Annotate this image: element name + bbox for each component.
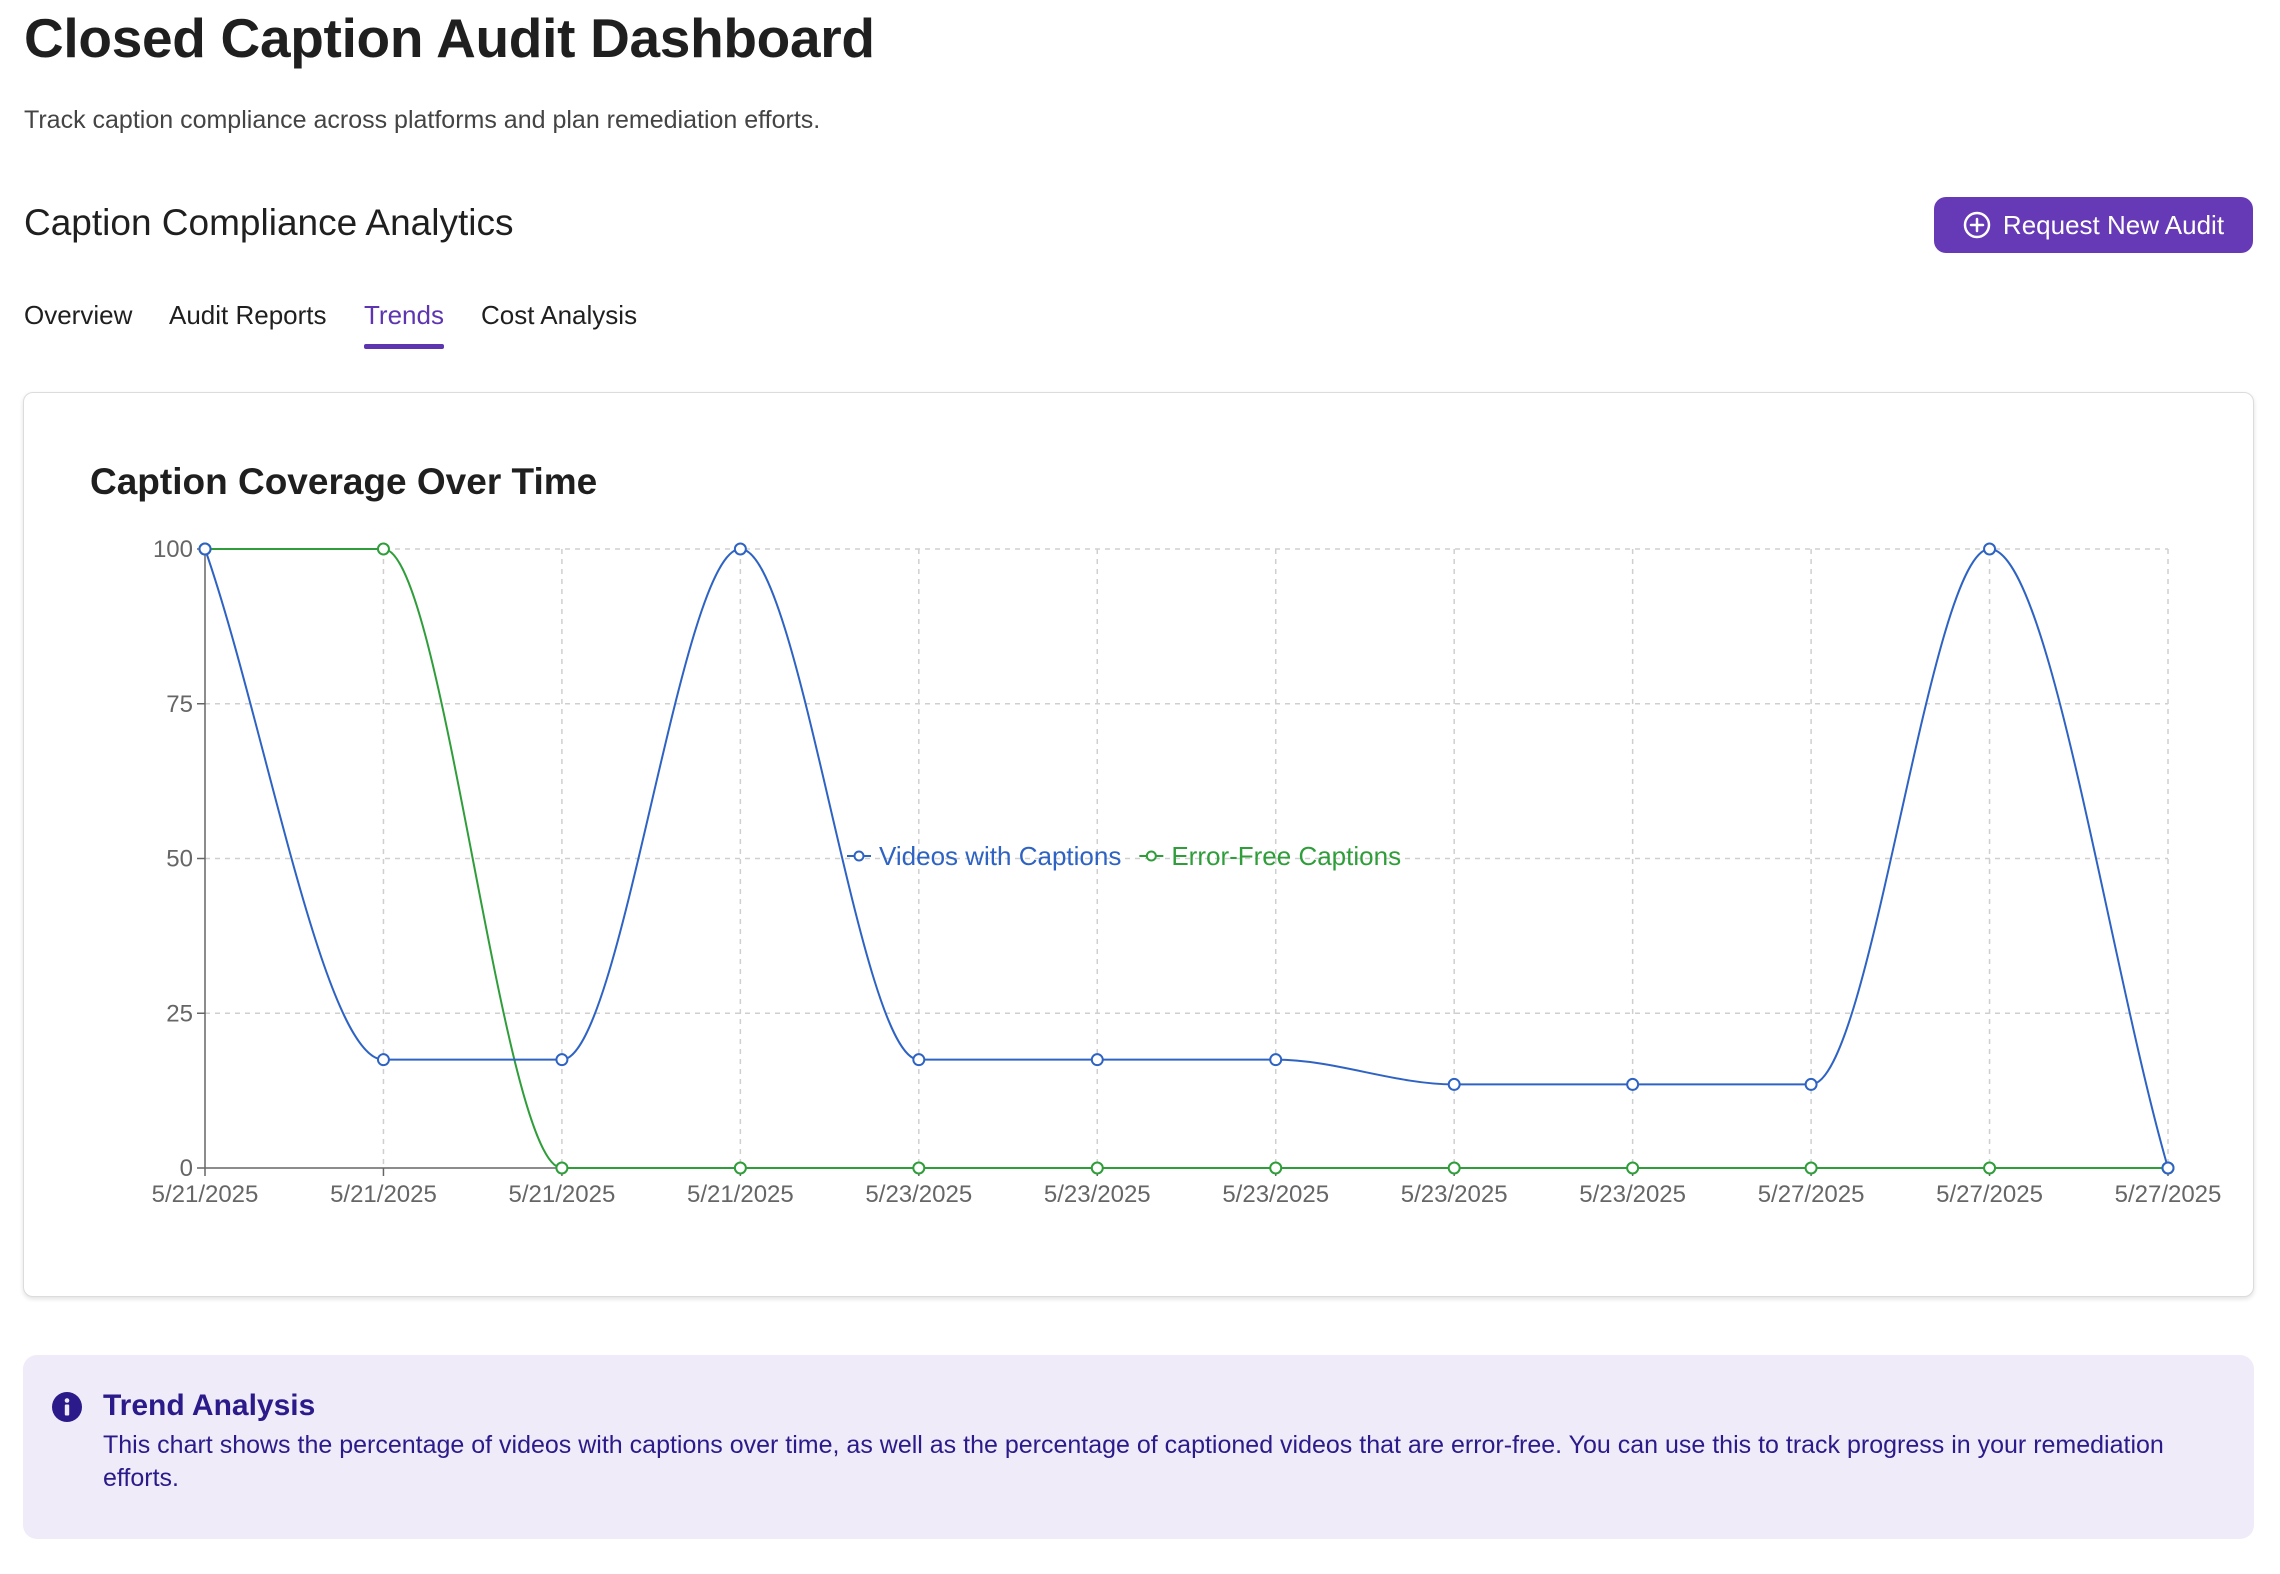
request-new-audit-button[interactable]: Request New Audit	[1934, 197, 2253, 253]
data-point-error-free-captions	[555, 1161, 569, 1175]
x-tick-label: 5/21/2025	[509, 1181, 616, 1208]
data-point-videos-with-captions	[1626, 1077, 1640, 1091]
legend-label-error-free-captions: Error-Free Captions	[1171, 841, 1401, 871]
plus-circle-icon	[1963, 211, 1991, 239]
data-point-error-free-captions	[376, 542, 390, 556]
tab-overview[interactable]: Overview	[24, 300, 133, 330]
legend-label-videos-with-captions: Videos with Captions	[879, 841, 1121, 871]
page-title: Closed Caption Audit Dashboard	[24, 7, 875, 69]
data-point-videos-with-captions	[1983, 542, 1997, 556]
x-tick-label: 5/27/2025	[1936, 1181, 2043, 1208]
y-tick-label: 100	[153, 536, 193, 563]
info-title: Trend Analysis	[103, 1389, 316, 1422]
data-point-error-free-captions	[1447, 1161, 1461, 1175]
tab-trends[interactable]: Trends	[364, 300, 444, 330]
data-point-videos-with-captions	[1447, 1077, 1461, 1091]
data-point-videos-with-captions	[2161, 1161, 2175, 1175]
x-tick-label: 5/21/2025	[687, 1181, 794, 1208]
data-point-error-free-captions	[1983, 1161, 1997, 1175]
data-point-videos-with-captions	[1804, 1077, 1818, 1091]
x-tick-label: 5/23/2025	[1579, 1181, 1686, 1208]
data-point-error-free-captions	[1090, 1161, 1104, 1175]
y-tick-label: 25	[166, 1000, 193, 1027]
request-new-audit-label: Request New Audit	[2002, 209, 2225, 240]
tab-audit-reports[interactable]: Audit Reports	[169, 300, 327, 330]
info-icon	[52, 1392, 82, 1422]
x-tick-label: 5/23/2025	[1044, 1181, 1151, 1208]
x-tick-label: 5/21/2025	[152, 1181, 259, 1208]
legend-marker-videos-with-captions	[853, 850, 865, 862]
info-text: This chart shows the percentage of video…	[103, 1431, 2164, 1492]
y-tick-label: 75	[166, 691, 193, 718]
tab-cost-analysis[interactable]: Cost Analysis	[481, 300, 638, 330]
section-title: Caption Compliance Analytics	[24, 202, 514, 243]
chart-title: Caption Coverage Over Time	[90, 461, 598, 502]
x-tick-label: 5/23/2025	[1401, 1181, 1508, 1208]
x-tick-label: 5/23/2025	[865, 1181, 972, 1208]
data-point-videos-with-captions	[1269, 1053, 1283, 1067]
x-tick-label: 5/21/2025	[330, 1181, 437, 1208]
y-tick-label: 50	[166, 846, 193, 873]
data-point-videos-with-captions	[555, 1053, 569, 1067]
active-tab-indicator	[364, 344, 444, 349]
legend-marker-error-free-captions	[1145, 850, 1157, 862]
data-point-videos-with-captions	[1090, 1053, 1104, 1067]
data-point-error-free-captions	[733, 1161, 747, 1175]
data-point-videos-with-captions	[733, 542, 747, 556]
x-tick-label: 5/27/2025	[1758, 1181, 1865, 1208]
data-point-error-free-captions	[1626, 1161, 1640, 1175]
x-tick-label: 5/27/2025	[2115, 1181, 2222, 1208]
x-tick-label: 5/23/2025	[1222, 1181, 1329, 1208]
y-tick-label: 0	[180, 1155, 193, 1182]
data-point-videos-with-captions	[198, 542, 212, 556]
series-line-videos-with-captions	[204, 547, 2169, 1169]
data-point-error-free-captions	[1269, 1161, 1283, 1175]
data-point-videos-with-captions	[912, 1053, 926, 1067]
line-chart: 0 25 50 75 100 5/21/2025 5/21/2025 5/21/2025 5/2…	[152, 536, 2222, 1208]
chart-card: Caption Coverage Over Time 0 25 50 75 100 5/2…	[23, 392, 2254, 1297]
data-point-error-free-captions	[1804, 1161, 1818, 1175]
data-point-error-free-captions	[912, 1161, 926, 1175]
page-subtitle: Track caption compliance across platform…	[24, 106, 821, 134]
data-point-videos-with-captions	[376, 1053, 390, 1067]
trend-analysis-panel: Trend Analysis This chart shows the perc…	[23, 1355, 2254, 1539]
